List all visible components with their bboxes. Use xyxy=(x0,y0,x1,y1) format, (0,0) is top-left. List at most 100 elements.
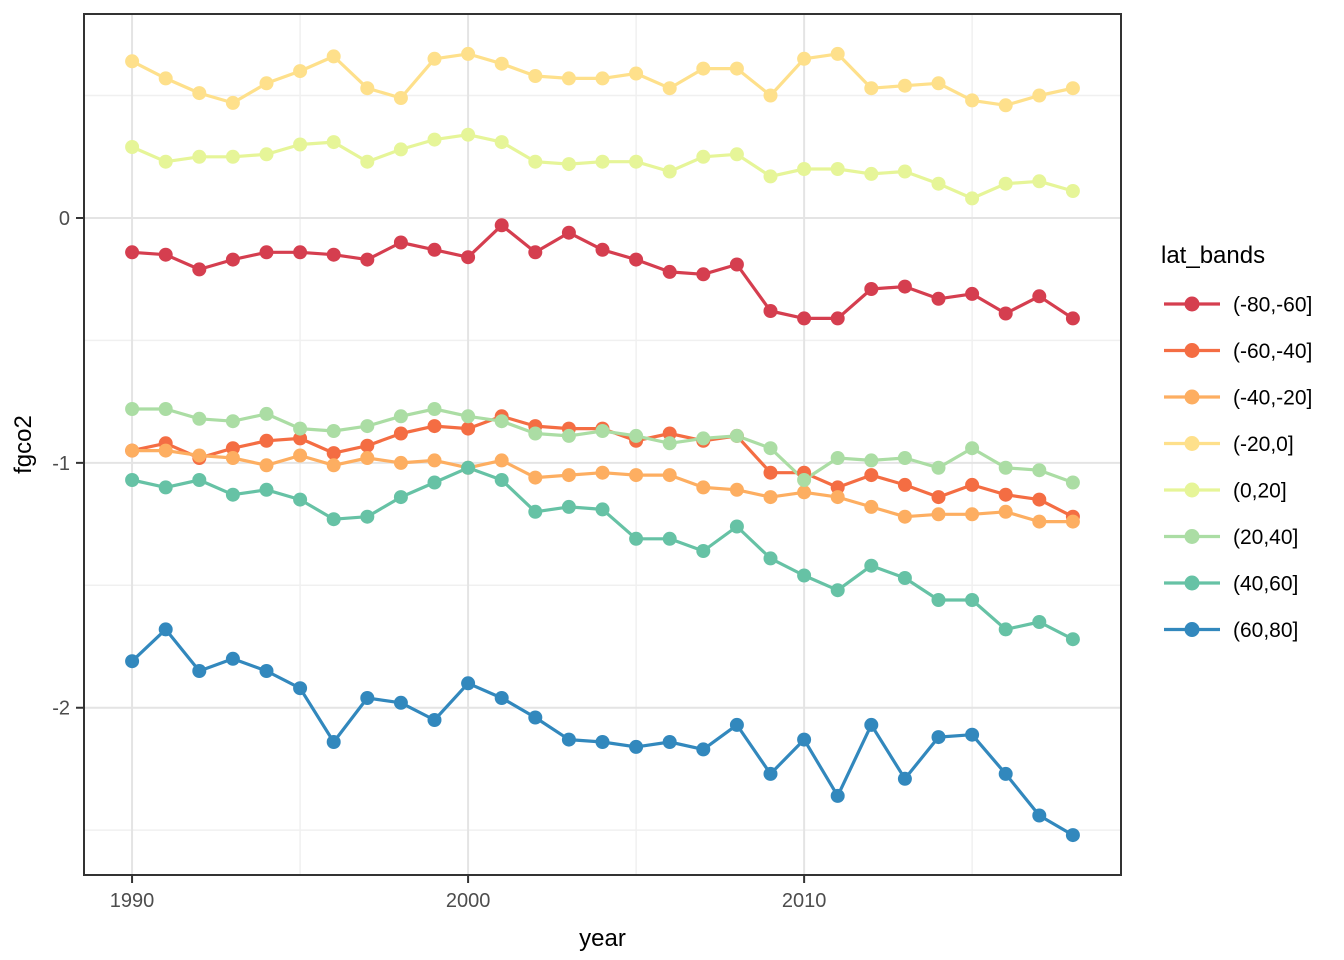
data-point xyxy=(461,421,476,436)
data-point xyxy=(158,480,173,495)
data-point xyxy=(293,421,308,436)
data-point xyxy=(965,191,980,206)
data-point xyxy=(763,490,778,505)
legend-key-dot xyxy=(1184,296,1200,312)
data-point xyxy=(427,475,442,490)
data-point xyxy=(293,64,308,79)
data-point xyxy=(763,169,778,184)
data-point xyxy=(360,81,375,96)
data-point xyxy=(461,127,476,142)
data-point xyxy=(225,441,240,456)
data-point xyxy=(763,304,778,318)
legend-item-label: (-80,-60] xyxy=(1233,294,1312,317)
data-point xyxy=(662,735,677,749)
legend-key-dot xyxy=(1184,343,1200,358)
data-point xyxy=(897,509,912,524)
data-point xyxy=(125,54,140,69)
data-point xyxy=(595,465,610,480)
data-point xyxy=(1065,828,1080,843)
data-point xyxy=(1065,632,1080,647)
data-point xyxy=(998,98,1013,113)
data-point xyxy=(494,218,509,233)
legend-key-dot xyxy=(1184,529,1200,544)
data-point xyxy=(225,487,240,502)
data-point xyxy=(830,162,845,176)
data-point xyxy=(393,91,408,105)
data-point xyxy=(360,691,375,705)
data-point xyxy=(797,473,812,487)
series-points-(40,60] xyxy=(125,460,1080,647)
data-point xyxy=(595,71,610,86)
data-point xyxy=(729,519,744,534)
data-point xyxy=(1032,492,1047,507)
data-point xyxy=(360,419,375,434)
x-tick-label: 1990 xyxy=(110,890,155,912)
data-point xyxy=(192,448,207,463)
data-point xyxy=(561,499,576,514)
data-point xyxy=(763,88,778,103)
data-point xyxy=(393,455,408,470)
data-point xyxy=(998,487,1013,502)
data-point xyxy=(259,664,274,678)
data-point xyxy=(561,71,576,86)
data-point xyxy=(797,311,812,326)
data-point xyxy=(629,531,644,546)
legend-item-label: (-60,-40] xyxy=(1233,340,1312,363)
legend-item-label: (-20,0] xyxy=(1233,433,1294,456)
data-point xyxy=(965,441,980,456)
data-point xyxy=(931,593,946,607)
data-point xyxy=(326,49,341,64)
data-point xyxy=(662,426,677,441)
data-point xyxy=(763,551,778,566)
data-point xyxy=(225,451,240,465)
data-point xyxy=(393,142,408,157)
data-point xyxy=(259,245,274,260)
data-point xyxy=(192,86,207,101)
data-point xyxy=(1065,475,1080,490)
data-point xyxy=(125,245,140,260)
data-point xyxy=(427,402,442,416)
data-point xyxy=(393,409,408,424)
data-point xyxy=(729,61,744,76)
data-point xyxy=(461,46,476,61)
data-point xyxy=(125,654,140,669)
data-point xyxy=(595,424,610,438)
data-point xyxy=(763,766,778,781)
legend-key-dot xyxy=(1184,482,1200,498)
data-point xyxy=(729,147,744,162)
data-point xyxy=(931,507,946,522)
data-point xyxy=(192,411,207,426)
data-point xyxy=(696,480,711,495)
data-point xyxy=(897,571,912,585)
legend-key-dot xyxy=(1184,575,1200,591)
data-point xyxy=(1065,514,1080,529)
data-point xyxy=(1065,184,1080,198)
data-point xyxy=(729,257,744,272)
data-point xyxy=(797,51,812,66)
data-point xyxy=(595,242,610,257)
data-point xyxy=(561,157,576,172)
data-point xyxy=(864,81,879,96)
data-point xyxy=(629,468,644,483)
data-point xyxy=(965,477,980,492)
data-point xyxy=(259,433,274,448)
data-point xyxy=(427,713,442,727)
data-point xyxy=(225,95,240,110)
data-point xyxy=(561,732,576,747)
data-point xyxy=(427,242,442,257)
data-point xyxy=(293,492,308,507)
data-point xyxy=(293,431,308,446)
data-point xyxy=(125,140,140,154)
data-point xyxy=(158,71,173,86)
data-point xyxy=(326,735,341,749)
data-point xyxy=(998,622,1013,637)
data-point xyxy=(360,509,375,524)
data-point xyxy=(931,76,946,91)
data-point xyxy=(965,593,980,607)
data-point xyxy=(696,431,711,446)
data-point xyxy=(494,135,509,150)
data-point xyxy=(125,443,140,458)
data-point xyxy=(259,147,274,162)
